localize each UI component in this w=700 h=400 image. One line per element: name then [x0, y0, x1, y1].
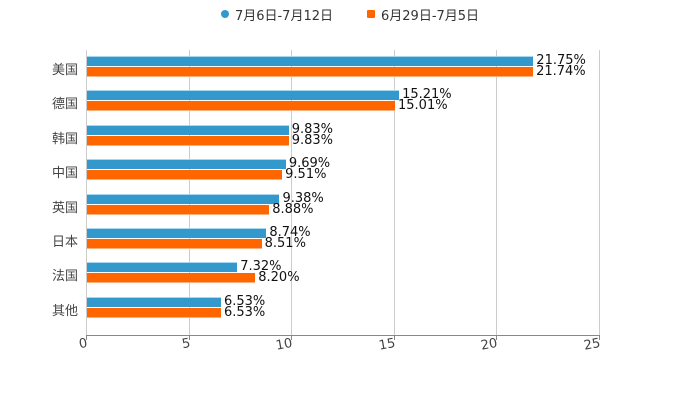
bar-series-2[interactable] [87, 170, 283, 181]
value-label: 8.20% [258, 270, 300, 286]
bar-series-2[interactable] [87, 307, 221, 318]
legend-item-series-1[interactable]: 7月6日-7月12日 [220, 4, 333, 24]
axis-tick [599, 335, 600, 340]
value-label: 9.51% [285, 167, 327, 183]
gridline [394, 50, 395, 336]
bar-series-1[interactable] [87, 262, 238, 273]
axis-tick-label: 25 [582, 336, 602, 354]
category-label: 其他 [51, 303, 78, 319]
value-label: 15.01% [398, 98, 448, 114]
circle-marker-icon [220, 10, 229, 18]
value-label: 9.83% [291, 132, 334, 148]
gridline [189, 50, 190, 336]
value-label: 8.74% [269, 225, 311, 240]
bar-series-1[interactable] [87, 193, 280, 204]
bar-series-1[interactable] [87, 159, 286, 170]
category-label: 中国 [51, 166, 78, 182]
bar-series-2[interactable] [87, 239, 262, 249]
bar-series-2[interactable] [87, 135, 289, 146]
value-label: 9.38% [282, 190, 324, 206]
bar-series-2[interactable] [87, 204, 270, 215]
legend-label: 7月6日-7月12日 [234, 8, 333, 24]
axis-tick [189, 335, 190, 340]
category-label: 法国 [51, 269, 78, 285]
axis-tick [394, 335, 395, 340]
axis-tick-label: 10 [274, 336, 294, 354]
gridline [599, 50, 600, 336]
bar-series-1[interactable] [87, 124, 289, 135]
axis-tick-label: 0 [77, 336, 89, 353]
chart-legend: 7月6日-7月12日 6月29日-7月5日 [0, 4, 700, 24]
axis-tick-label: 15 [377, 336, 397, 354]
axis-tick-label: 20 [479, 336, 499, 354]
value-label: 7.32% [240, 259, 282, 275]
legend-item-series-2[interactable]: 6月29日-7月5日 [367, 4, 479, 24]
gridline [86, 50, 87, 336]
bar-series-2[interactable] [87, 101, 395, 112]
value-label: 9.83% [291, 121, 334, 137]
axis-tick [291, 335, 292, 340]
gridline [496, 50, 497, 336]
value-label: 6.53% [223, 304, 266, 320]
x-axis-line [86, 335, 600, 336]
value-label: 21.74% [536, 64, 586, 79]
bar-series-2[interactable] [87, 273, 256, 284]
axis-tick-label: 5 [180, 336, 192, 353]
bar-series-1[interactable] [87, 228, 267, 238]
value-label: 9.69% [288, 156, 331, 172]
category-label: 美国 [51, 63, 78, 78]
gridline [291, 50, 292, 336]
category-label: 韩国 [51, 131, 78, 147]
value-label: 8.51% [264, 236, 306, 251]
category-label: 德国 [51, 97, 78, 113]
category-label: 英国 [51, 200, 78, 216]
value-label: 8.88% [272, 201, 314, 217]
bar-series-1[interactable] [87, 56, 534, 66]
bar-series-1[interactable] [87, 90, 400, 101]
value-label: 21.75% [536, 53, 586, 68]
category-label: 日本 [51, 235, 78, 250]
bar-series-2[interactable] [87, 67, 534, 77]
square-marker-icon [367, 10, 375, 18]
bar-series-1[interactable] [87, 296, 221, 307]
value-label: 15.21% [402, 87, 452, 103]
value-label: 6.53% [223, 293, 266, 309]
axis-tick [496, 335, 497, 340]
axis-tick [86, 335, 87, 340]
legend-label: 6月29日-7月5日 [381, 8, 480, 24]
